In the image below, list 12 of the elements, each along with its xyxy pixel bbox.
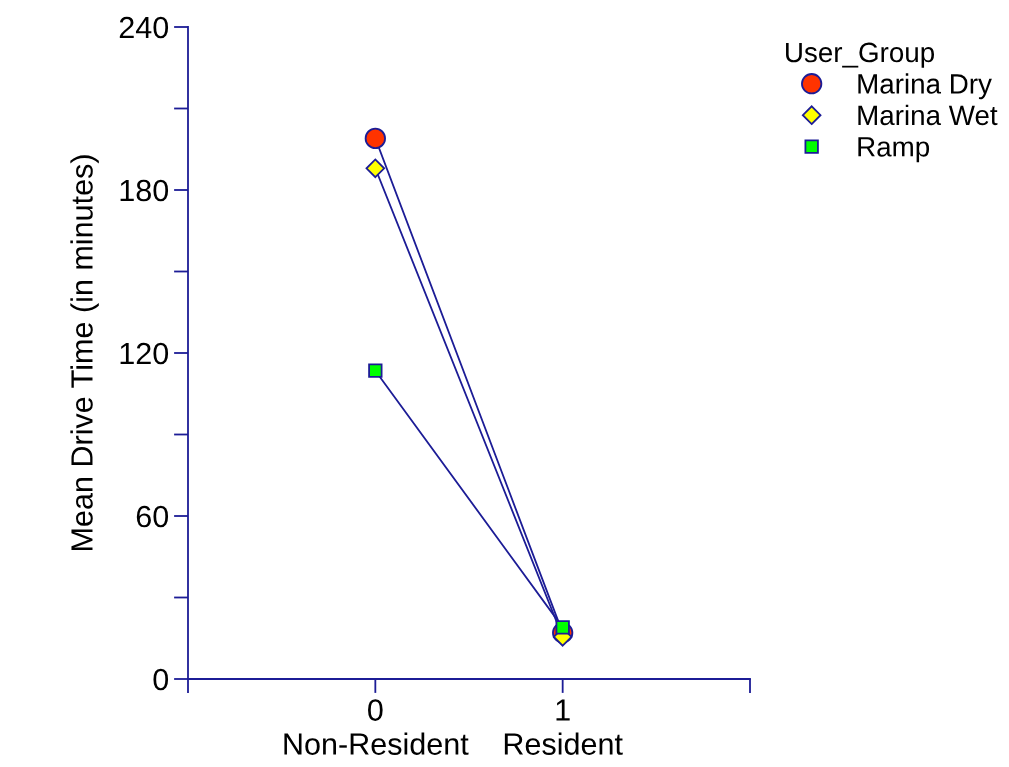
legend-label: Marina Dry	[858, 73, 992, 100]
y-tick-label: 60	[136, 505, 169, 528]
x-tick-label: 1 Resident	[504, 699, 623, 755]
y-axis-title: Mean Drive Time (in minutes)	[70, 155, 99, 550]
y-tick-label: 240	[119, 16, 169, 39]
legend-label: Marina Wet	[858, 104, 998, 126]
legend-title: User_Group	[786, 42, 935, 68]
y-tick-label: 180	[120, 179, 169, 202]
legend-label: Ramp	[858, 137, 930, 163]
y-tick-label: 120	[120, 342, 169, 365]
y-tick-label: 0	[153, 668, 169, 691]
x-tick-label: 0 Non-Resident	[284, 699, 469, 755]
